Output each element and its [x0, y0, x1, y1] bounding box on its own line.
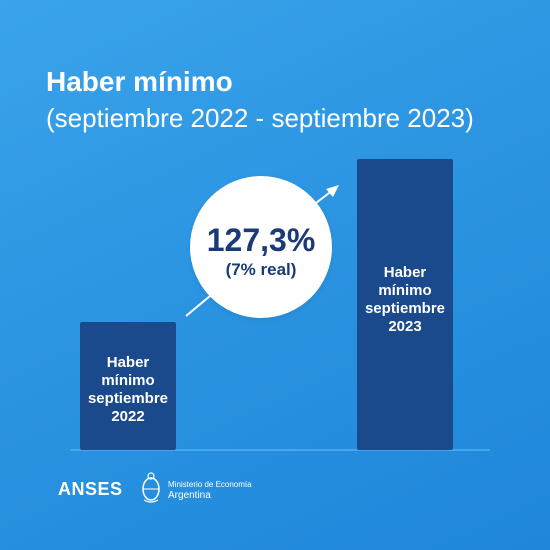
bar-label-line: mínimo	[101, 372, 155, 389]
page-subtitle: (septiembre 2022 - septiembre 2023)	[46, 103, 474, 133]
bar-label-line: Haber	[383, 264, 427, 282]
bar-label-line: septiembre	[87, 390, 169, 407]
bar-label-line: mínimo	[378, 282, 432, 300]
arrow-head	[326, 185, 339, 197]
bar-2	[357, 159, 453, 450]
bar-1	[80, 322, 176, 450]
growth-value: 127,3%	[206, 222, 316, 258]
bar-label-line: 2023	[388, 318, 422, 336]
bar-label-2: Haber mínimo septiembre 2023	[357, 264, 453, 336]
bar-label-line: 2022	[111, 408, 145, 425]
bar-label-1: Haber mínimo septiembre 2022	[80, 354, 176, 426]
bar-label-line: Haber	[106, 354, 150, 371]
ministry-country: Argentina	[168, 490, 211, 501]
growth-badge: 127,3% (7% real)	[190, 176, 332, 318]
ministry-logo: Ministerio de Economía Argentina	[168, 479, 252, 502]
anses-logo: ANSES	[58, 479, 123, 499]
seal-icon	[142, 472, 160, 503]
page-title: Haber mínimo	[46, 66, 233, 97]
bar-label-line: septiembre	[364, 300, 446, 318]
ministry-name: Ministerio de Economía	[168, 480, 252, 489]
growth-arrow-tail	[185, 295, 211, 317]
growth-real-value: (7% real)	[225, 260, 297, 279]
